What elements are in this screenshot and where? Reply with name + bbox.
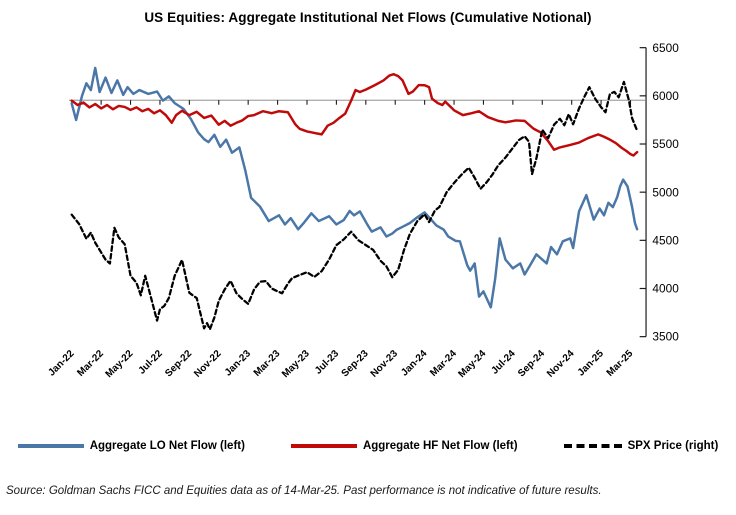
x-axis-tick-label: May-23	[280, 348, 312, 380]
x-axis-tick-label: Jan-25	[576, 348, 607, 379]
legend-item-hf: Aggregate HF Net Flow (left)	[290, 440, 518, 452]
x-axis-tick-label: Jul-22	[137, 348, 166, 377]
legend-item-spx: SPX Price (right)	[563, 440, 719, 452]
x-axis-tick-label: Nov-23	[369, 348, 401, 380]
x-axis-tick-label: Jul-24	[489, 348, 518, 377]
x-axis-tick-label: May-22	[104, 348, 136, 380]
x-axis-tick-label: May-24	[457, 348, 489, 380]
x-axis-tick-label: Jan-24	[399, 348, 430, 379]
right-axis-tick-label: 6500	[652, 41, 679, 55]
x-axis-tick-label: Jan-23	[223, 348, 254, 379]
lo-net-flow-line	[70, 66, 639, 309]
spx-price-line	[70, 80, 639, 331]
right-axis-tick-label: 3500	[652, 330, 679, 344]
x-axis-tick-label: Mar-22	[75, 348, 106, 379]
legend-label-spx: SPX Price (right)	[627, 440, 719, 452]
x-axis-tick-label: Jul-23	[313, 348, 342, 377]
chart-title: US Equities: Aggregate Institutional Net…	[144, 9, 592, 25]
legend-item-lo: Aggregate LO Net Flow (left)	[17, 440, 245, 452]
chart-legend: Aggregate LO Net Flow (left) Aggregate H…	[0, 426, 736, 466]
source-note: Source: Goldman Sachs FICC and Equities …	[6, 484, 602, 497]
source-row: Source: Goldman Sachs FICC and Equities …	[0, 466, 736, 515]
right-axis-tick-label: 6000	[652, 89, 679, 103]
right-axis-tick-label: 4500	[652, 233, 679, 247]
hf-line-swatch-icon	[290, 444, 357, 448]
x-axis-tick-label: Sep-24	[516, 348, 547, 379]
right-axis-tick-label: 5000	[652, 185, 679, 199]
legend-label-lo: Aggregate LO Net Flow (left)	[89, 440, 245, 452]
lo-line-swatch-icon	[17, 444, 84, 448]
chart-plot-area: 6500 6000 5500 5000 4500 4000 3500 Jan-22Mar-22…	[46, 41, 679, 380]
right-axis-tick-label: 5500	[652, 137, 679, 151]
x-axis-tick-label: Sep-23	[340, 348, 371, 379]
x-axis-tick-label: Nov-24	[545, 348, 577, 380]
right-axis-tick-label: 4000	[652, 282, 679, 296]
x-axis-tick-label: Mar-24	[428, 348, 459, 379]
hf-net-flow-line	[70, 72, 639, 157]
legend-label-hf: Aggregate HF Net Flow (left)	[362, 440, 518, 452]
x-axis-tick-label: Jan-22	[46, 348, 77, 379]
x-axis-tick-label: Mar-25	[605, 348, 636, 379]
x-axis-tick-label: Mar-23	[252, 348, 283, 379]
series-lines-group	[70, 66, 639, 331]
x-axis-tick-label: Sep-22	[163, 348, 194, 379]
x-axis-tick-label: Nov-22	[192, 348, 224, 380]
spx-line-swatch-icon	[563, 444, 622, 448]
